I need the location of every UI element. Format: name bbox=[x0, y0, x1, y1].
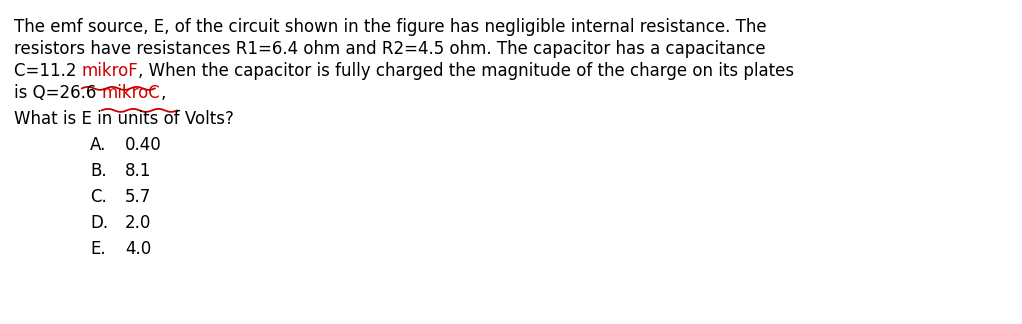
Text: , When the capacitor is fully charged the magnitude of the charge on its plates: , When the capacitor is fully charged th… bbox=[139, 62, 795, 80]
Text: mikroF: mikroF bbox=[82, 62, 139, 80]
Text: E.: E. bbox=[90, 240, 105, 258]
Text: What is E in units of Volts?: What is E in units of Volts? bbox=[14, 110, 234, 128]
Text: C=11.2: C=11.2 bbox=[14, 62, 82, 80]
Text: 8.1: 8.1 bbox=[125, 162, 151, 180]
Text: A.: A. bbox=[90, 136, 106, 154]
Text: C.: C. bbox=[90, 188, 106, 206]
Text: ,: , bbox=[160, 84, 166, 102]
Text: 0.40: 0.40 bbox=[125, 136, 161, 154]
Text: resistors have resistances R1=6.4 ohm and R2=4.5 ohm. The capacitor has a capaci: resistors have resistances R1=6.4 ohm an… bbox=[14, 40, 765, 58]
Text: 4.0: 4.0 bbox=[125, 240, 151, 258]
Text: 2.0: 2.0 bbox=[125, 214, 151, 232]
Text: The emf source, E, of the circuit shown in the figure has negligible internal re: The emf source, E, of the circuit shown … bbox=[14, 18, 766, 36]
Text: B.: B. bbox=[90, 162, 106, 180]
Text: mikroC: mikroC bbox=[101, 84, 160, 102]
Text: is Q=26.6: is Q=26.6 bbox=[14, 84, 101, 102]
Text: D.: D. bbox=[90, 214, 108, 232]
Text: 5.7: 5.7 bbox=[125, 188, 151, 206]
